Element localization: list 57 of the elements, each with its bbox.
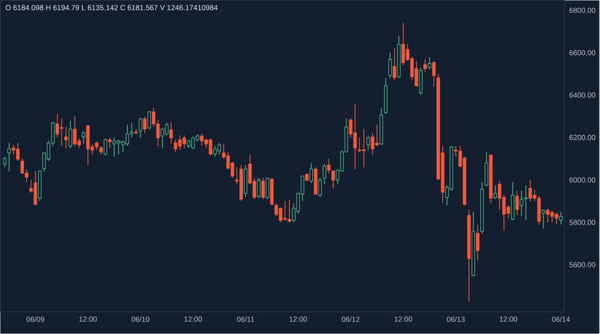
candlestick xyxy=(388,52,392,79)
candlestick xyxy=(419,67,422,96)
candlestick xyxy=(375,124,379,146)
candlestick xyxy=(256,178,260,198)
candlestick xyxy=(288,200,292,223)
candlestick xyxy=(34,171,38,206)
candlestick xyxy=(86,124,90,166)
candlestick xyxy=(178,135,182,151)
candlestick xyxy=(213,146,217,158)
candlestick xyxy=(174,139,178,153)
candlestick xyxy=(200,132,204,146)
candlestick xyxy=(318,178,322,198)
candlestick xyxy=(542,209,546,230)
candlestick xyxy=(73,116,77,146)
candlestick xyxy=(266,178,270,200)
candlestick xyxy=(104,138,108,156)
candlestick xyxy=(559,211,563,225)
candlestick xyxy=(428,56,432,70)
candlestick xyxy=(524,184,528,221)
candlestick xyxy=(366,135,370,151)
candlestick xyxy=(138,118,142,138)
candlestick xyxy=(520,190,524,216)
candlestick xyxy=(64,126,68,149)
candlestick xyxy=(169,122,173,144)
candlestick xyxy=(208,138,212,156)
candlestick xyxy=(108,137,112,149)
candlestick xyxy=(143,116,147,134)
candlestick xyxy=(116,139,120,155)
candlestick xyxy=(160,128,164,149)
candlestick xyxy=(432,60,436,88)
candlestick xyxy=(392,48,396,81)
candlestick xyxy=(310,162,314,184)
candlestick xyxy=(7,142,11,172)
candlestick xyxy=(322,164,326,185)
candlestick xyxy=(60,118,64,146)
candlestick xyxy=(331,170,335,189)
candlestick xyxy=(498,180,502,210)
candlestick xyxy=(327,158,331,174)
candlestick xyxy=(278,207,282,223)
candlestick xyxy=(370,132,374,155)
candlestick xyxy=(493,184,497,200)
candlestick xyxy=(148,110,151,130)
candlestick xyxy=(358,137,362,153)
candlestick xyxy=(353,103,357,170)
candlestick xyxy=(423,58,427,72)
candlestick xyxy=(2,156,6,168)
candlestick xyxy=(550,210,554,223)
candlestick xyxy=(476,224,480,262)
candlestick xyxy=(191,136,195,150)
candlestick xyxy=(484,152,488,187)
candlestick xyxy=(82,130,86,144)
candlestick xyxy=(134,128,138,135)
candlestick xyxy=(68,120,72,149)
candlestick xyxy=(56,114,60,138)
candlestick xyxy=(414,60,418,88)
candlestick xyxy=(261,178,265,200)
candlestick xyxy=(515,190,519,216)
